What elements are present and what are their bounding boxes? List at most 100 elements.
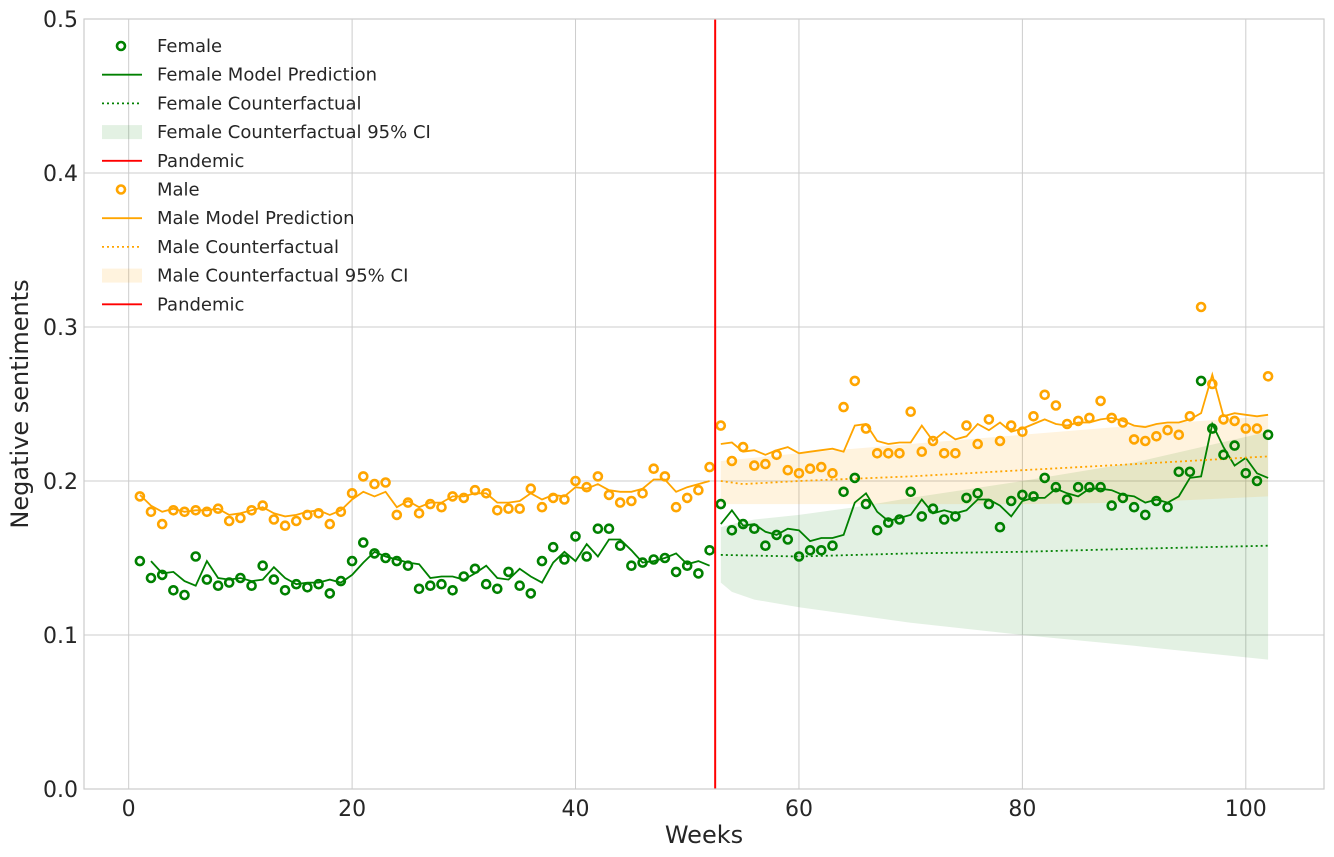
male-point <box>1251 423 1263 434</box>
female-point <box>525 588 537 599</box>
male-point <box>302 509 313 521</box>
male-point <box>1039 389 1050 401</box>
male-point <box>145 506 157 518</box>
female-point <box>950 511 961 522</box>
female-point <box>1050 481 1062 493</box>
male-point <box>570 475 581 487</box>
male-point <box>212 503 224 515</box>
female-point <box>871 524 883 536</box>
female-point <box>1028 491 1039 502</box>
male-point <box>1106 412 1117 424</box>
y-tick-label: 0.0 <box>43 778 78 803</box>
series-lines <box>139 371 1269 587</box>
male-point <box>1229 415 1240 427</box>
female-point <box>1061 494 1073 505</box>
female-point <box>290 578 302 590</box>
y-tick-label: 0.5 <box>43 8 78 33</box>
female-point <box>1005 495 1017 507</box>
female-point <box>503 566 514 578</box>
legend-label: Pandemic <box>157 294 244 315</box>
legend-label: Female Counterfactual <box>157 93 362 114</box>
legend-item: Pandemic <box>102 294 244 315</box>
male-point <box>994 435 1006 447</box>
male-point <box>1095 395 1106 407</box>
male-point <box>235 512 246 524</box>
legend-item: Female <box>115 36 222 57</box>
male-point <box>592 471 604 482</box>
male-point <box>1117 417 1129 428</box>
female-point <box>1140 509 1151 521</box>
y-axis-title: Negative sentiments <box>6 279 34 528</box>
male-point <box>1140 435 1151 447</box>
male-point <box>882 447 894 459</box>
legend-marker <box>115 184 127 195</box>
female-point <box>279 584 291 596</box>
legend-item: Female Model Prediction <box>102 65 377 86</box>
female-point <box>257 560 269 572</box>
male-point <box>1017 426 1028 438</box>
male-point <box>536 501 548 513</box>
male-point <box>1028 410 1039 422</box>
female-point <box>849 472 861 484</box>
female-point <box>201 574 213 585</box>
male-point <box>1184 410 1196 422</box>
female-point <box>648 554 660 565</box>
male-point <box>1005 420 1017 431</box>
male-point <box>894 447 905 459</box>
female-point <box>480 578 492 590</box>
female-point <box>927 503 939 515</box>
female-point <box>1039 472 1050 484</box>
female-point <box>190 551 201 562</box>
male-model-prediction-post-line <box>720 371 1269 456</box>
female-point <box>938 514 950 525</box>
male-point <box>1162 424 1173 436</box>
female-point <box>782 534 794 545</box>
female-point <box>592 523 604 535</box>
y-axis-ticks: 0.0 0.1 0.2 0.3 0.4 0.5 <box>43 8 78 803</box>
male-point <box>469 484 481 496</box>
plot-frame <box>83 18 1325 790</box>
female-counterfactual-line <box>720 544 1269 558</box>
female-point <box>491 583 503 595</box>
male-point <box>905 406 917 418</box>
male-point <box>1061 418 1073 430</box>
x-tick-label: 20 <box>338 797 366 822</box>
male-point <box>447 491 458 502</box>
male-point <box>804 463 816 475</box>
male-point <box>324 518 336 530</box>
male-point <box>670 501 682 513</box>
legend-marker <box>115 40 127 52</box>
male-point <box>1262 370 1274 382</box>
female-point <box>346 555 358 567</box>
female-point <box>827 540 838 552</box>
male-point <box>458 492 470 504</box>
female-point <box>983 498 995 510</box>
female-point <box>1128 501 1140 513</box>
male-point <box>201 506 213 518</box>
female-counterfactual-95-ci-band <box>720 431 1269 660</box>
male-model-prediction-line <box>139 478 710 518</box>
legend-item: Pandemic <box>102 151 244 172</box>
male-point <box>436 501 447 513</box>
male-point <box>983 414 995 425</box>
female-point <box>302 581 313 593</box>
male-point <box>748 460 760 471</box>
male-point <box>1151 430 1162 442</box>
male-point <box>1173 429 1185 441</box>
female-point <box>737 518 749 530</box>
y-tick-label: 0.3 <box>43 316 78 341</box>
female-point <box>693 568 704 579</box>
male-point <box>659 471 671 482</box>
x-tick-label: 60 <box>785 797 813 822</box>
female-point <box>961 492 972 504</box>
male-point <box>246 504 257 516</box>
male-point <box>357 471 369 482</box>
y-tick-label: 0.2 <box>43 470 78 495</box>
female-point <box>1229 440 1240 451</box>
male-point <box>346 487 358 499</box>
female-point <box>1151 495 1162 507</box>
female-point <box>894 514 905 525</box>
male-point <box>614 497 626 508</box>
male-point <box>1218 414 1229 425</box>
male-point <box>1128 434 1140 445</box>
